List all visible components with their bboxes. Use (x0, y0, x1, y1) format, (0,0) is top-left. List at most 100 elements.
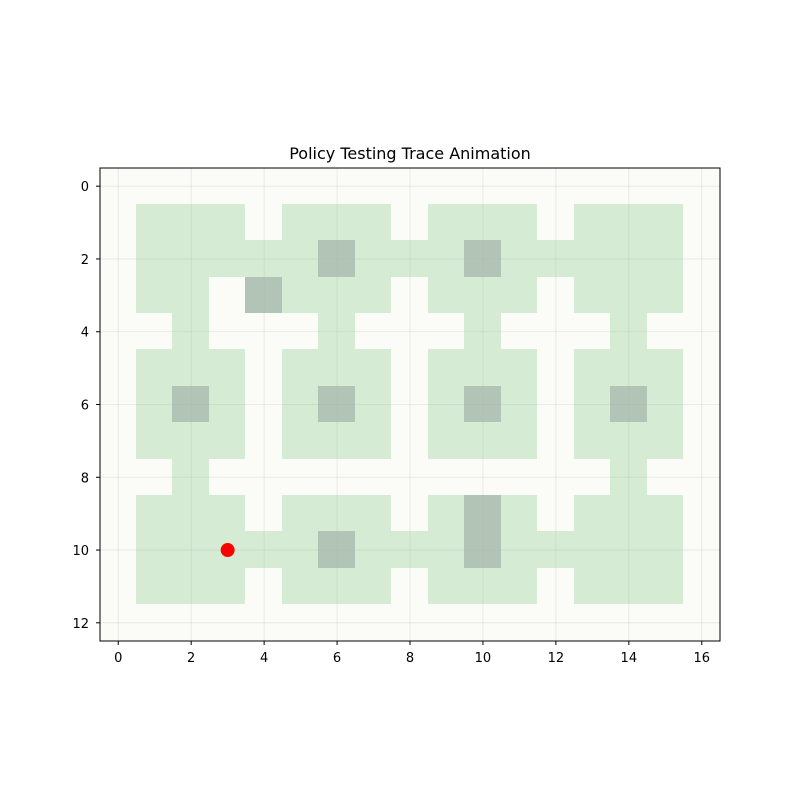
room-cell (647, 277, 684, 314)
room-cell (647, 568, 684, 605)
room-cell (209, 422, 246, 460)
empty-cell (537, 168, 575, 205)
room-cell (501, 386, 538, 423)
room-cell (136, 568, 173, 605)
room-cell (391, 240, 429, 278)
empty-cell (537, 459, 575, 496)
empty-cell (683, 495, 720, 532)
room-cell (428, 422, 465, 460)
room-cell (647, 204, 684, 241)
room-cell (355, 422, 392, 460)
room-cell (318, 495, 356, 532)
room-cell (282, 349, 319, 387)
empty-cell (501, 459, 538, 496)
empty-cell (136, 168, 173, 205)
room-cell (428, 240, 465, 278)
room-cell (136, 386, 173, 423)
room-cell (318, 313, 356, 350)
room-cell (355, 495, 392, 532)
empty-cell (100, 168, 137, 205)
marked-cell (464, 240, 502, 278)
empty-cell (683, 168, 720, 205)
x-tick-label: 14 (621, 651, 638, 666)
empty-cell (100, 531, 137, 569)
empty-cell (391, 204, 429, 241)
room-cell (501, 531, 538, 569)
empty-cell (537, 204, 575, 241)
marked-cell (172, 386, 210, 423)
room-cell (355, 277, 392, 314)
room-cell (209, 240, 246, 278)
empty-cell (100, 240, 137, 278)
empty-cell (245, 168, 283, 205)
room-cell (355, 386, 392, 423)
empty-cell (282, 313, 319, 350)
empty-cell (209, 168, 246, 205)
empty-cell (537, 349, 575, 387)
empty-cell (501, 313, 538, 350)
empty-cell (537, 604, 575, 641)
empty-cell (100, 604, 137, 641)
empty-cell (683, 386, 720, 423)
x-tick-label: 0 (114, 651, 122, 666)
room-cell (355, 568, 392, 605)
empty-cell (391, 313, 429, 350)
room-cell (610, 349, 648, 387)
y-axis: 0 2 4 6 8 10 12 (72, 180, 100, 632)
room-cell (574, 386, 611, 423)
marked-cell (318, 386, 356, 423)
room-cell (318, 568, 356, 605)
empty-cell (355, 313, 392, 350)
x-axis: 0 2 4 6 8 10 12 14 16 (114, 641, 710, 666)
empty-cell (318, 604, 356, 641)
room-cell (574, 349, 611, 387)
room-cell (501, 422, 538, 460)
x-tick-label: 10 (475, 651, 492, 666)
y-tick-label: 10 (72, 544, 89, 559)
empty-cell (100, 277, 137, 314)
empty-cell (537, 313, 575, 350)
room-cell (318, 204, 356, 241)
empty-cell (136, 604, 173, 641)
marked-cell (464, 386, 502, 423)
room-cell (428, 386, 465, 423)
room-cell (209, 386, 246, 423)
agent-marker (220, 543, 235, 558)
y-tick-label: 6 (81, 399, 89, 414)
room-cell (318, 277, 356, 314)
empty-cell (355, 459, 392, 496)
room-cell (464, 349, 502, 387)
empty-cell (537, 277, 575, 314)
empty-cell (100, 422, 137, 460)
x-tick-label: 6 (333, 651, 341, 666)
y-tick-label: 12 (72, 617, 89, 632)
empty-cell (209, 604, 246, 641)
empty-cell (172, 168, 210, 205)
marked-cell (464, 495, 502, 532)
room-cell (428, 568, 465, 605)
room-cell (574, 277, 611, 314)
room-cell (282, 204, 319, 241)
empty-cell (610, 168, 648, 205)
room-cell (574, 240, 611, 278)
empty-cell (683, 459, 720, 496)
empty-cell (100, 459, 137, 496)
empty-cell (574, 459, 611, 496)
empty-cell (683, 568, 720, 605)
empty-cell (574, 313, 611, 350)
marked-cell (318, 531, 356, 569)
empty-cell (209, 313, 246, 350)
room-cell (282, 240, 319, 278)
empty-cell (245, 422, 283, 460)
empty-cell (683, 313, 720, 350)
room-cell (172, 459, 210, 496)
room-cell (464, 313, 502, 350)
room-cell (172, 495, 210, 532)
empty-cell (391, 349, 429, 387)
room-cell (647, 422, 684, 460)
room-cell (537, 531, 575, 569)
empty-cell (355, 604, 392, 641)
marked-cell (464, 531, 502, 569)
empty-cell (245, 568, 283, 605)
empty-cell (647, 168, 684, 205)
